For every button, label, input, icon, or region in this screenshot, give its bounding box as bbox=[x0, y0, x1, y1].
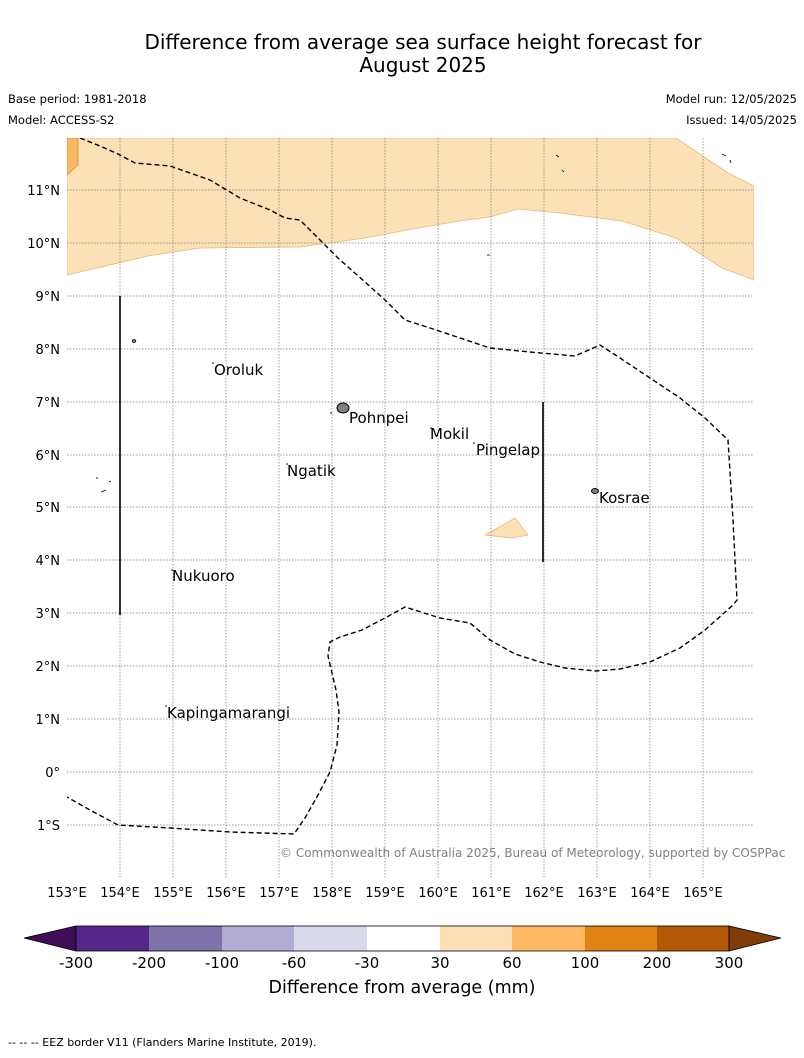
colorbar-extend-high bbox=[728, 925, 782, 952]
pohnpei-island bbox=[336, 402, 350, 414]
anomaly-patch-60-100 bbox=[67, 138, 79, 176]
lon-label-164e: 164°E bbox=[630, 886, 670, 901]
colorbar-swatch-3 bbox=[222, 926, 294, 951]
lat-label-1s: 1°S bbox=[37, 819, 60, 834]
base-period: Base period: 1981-2018 bbox=[8, 92, 147, 106]
islet-pingelap bbox=[473, 442, 475, 444]
lat-label-6n: 6°N bbox=[36, 449, 61, 464]
eez-border bbox=[67, 138, 738, 835]
colorbar-swatch-7 bbox=[512, 926, 585, 951]
place-label-kosrae: Kosrae bbox=[599, 489, 650, 507]
lon-label-153e: 153°E bbox=[47, 886, 87, 901]
place-label-mokil: Mokil bbox=[430, 425, 469, 443]
copyright-notice: © Commonwealth of Australia 2025, Bureau… bbox=[280, 846, 786, 860]
colorbar-tick-3: -100 bbox=[205, 954, 239, 972]
islet-oroluk bbox=[212, 362, 214, 364]
islet-kapingamarangi bbox=[165, 705, 167, 707]
model-run: Model run: 12/05/2025 bbox=[665, 92, 797, 106]
lat-label-1n: 1°N bbox=[36, 713, 61, 728]
map-title: Difference from average sea surface heig… bbox=[0, 31, 804, 77]
lon-label-162e: 162°E bbox=[524, 886, 564, 901]
colorbar-swatch-2 bbox=[149, 926, 222, 951]
islands bbox=[96, 153, 732, 707]
lon-label-157e: 157°E bbox=[259, 886, 299, 901]
colorbar-swatch-9 bbox=[657, 926, 729, 951]
colorbar-outline bbox=[75, 925, 730, 952]
lat-label-7n: 7°N bbox=[36, 396, 61, 411]
lat-label-2n: 2°N bbox=[36, 660, 61, 675]
anomaly-band-30-60-north bbox=[67, 138, 754, 281]
colorbar-tick-1: -300 bbox=[59, 954, 93, 972]
lon-label-159e: 159°E bbox=[365, 886, 405, 901]
kosrae-island bbox=[591, 488, 599, 494]
lat-label-10n: 10°N bbox=[27, 237, 60, 252]
lon-label-155e: 155°E bbox=[153, 886, 193, 901]
colorbar-tick-10: 300 bbox=[715, 954, 744, 972]
colorbar-tick-7: 60 bbox=[502, 954, 521, 972]
islet-west bbox=[131, 338, 137, 343]
colorbar-swatch-8 bbox=[585, 926, 657, 951]
lat-label-5n: 5°N bbox=[36, 501, 61, 516]
title-line-1: Difference from average sea surface heig… bbox=[144, 30, 702, 54]
lon-label-154e: 154°E bbox=[100, 886, 140, 901]
issued-date: Issued: 14/05/2025 bbox=[686, 113, 797, 127]
colorbar-swatch-5 bbox=[367, 926, 440, 951]
model-name: Model: ACCESS-S2 bbox=[8, 113, 115, 127]
lat-label-4n: 4°N bbox=[36, 554, 61, 569]
islet-ngatik bbox=[286, 463, 288, 465]
place-label-ngatik: Ngatik bbox=[287, 462, 336, 480]
lon-label-156e: 156°E bbox=[206, 886, 246, 901]
lon-label-165e: 165°E bbox=[683, 886, 723, 901]
place-labels: Oroluk Pohnpei Mokil Pingelap Ngatik Kos… bbox=[167, 361, 650, 722]
islet-nw-b bbox=[100, 480, 112, 493]
colorbar-ticks: -300 -200 -100 -60 -30 30 60 100 200 300 bbox=[59, 954, 743, 972]
colorbar-tick-6: 30 bbox=[430, 954, 449, 972]
islet-nukuoro bbox=[171, 569, 173, 571]
lat-label-11n: 11°N bbox=[27, 184, 60, 199]
islet-pohnpei-west bbox=[330, 412, 332, 414]
colorbar-title: Difference from average (mm) bbox=[268, 978, 536, 998]
lon-label-158e: 158°E bbox=[312, 886, 352, 901]
colorbar-extend-low bbox=[23, 925, 77, 952]
footer-note: -- -- -- EEZ border V11 (Flanders Marine… bbox=[8, 1036, 317, 1049]
place-label-nukuoro: Nukuoro bbox=[172, 567, 235, 585]
lon-labels: 153°E 154°E 155°E 156°E 157°E 158°E 159°… bbox=[47, 886, 723, 901]
colorbar-tick-5: -30 bbox=[355, 954, 380, 972]
colorbar: -300 -200 -100 -60 -30 30 60 100 200 300 bbox=[23, 925, 782, 972]
title-line-2: August 2025 bbox=[359, 53, 487, 77]
lat-label-9n: 9°N bbox=[36, 290, 61, 305]
colorbar-tick-4: -60 bbox=[282, 954, 307, 972]
lon-label-161e: 161°E bbox=[471, 886, 511, 901]
colorbar-tick-8: 100 bbox=[571, 954, 600, 972]
place-label-kapingamarangi: Kapingamarangi bbox=[167, 704, 290, 722]
place-label-pingelap: Pingelap bbox=[476, 441, 540, 459]
lon-label-160e: 160°E bbox=[418, 886, 458, 901]
islet-ne-b bbox=[721, 153, 732, 164]
anomaly-patch-30-60-south bbox=[483, 517, 529, 539]
place-label-pohnpei: Pohnpei bbox=[349, 409, 409, 427]
lon-label-163e: 163°E bbox=[577, 886, 617, 901]
colorbar-swatch-4 bbox=[294, 926, 367, 951]
lat-label-8n: 8°N bbox=[36, 343, 61, 358]
colorbar-swatch-6 bbox=[440, 926, 512, 951]
map-area: Oroluk Pohnpei Mokil Pingelap Ngatik Kos… bbox=[67, 138, 754, 878]
colorbar-tick-9: 200 bbox=[643, 954, 672, 972]
islet-ne-a bbox=[555, 154, 565, 173]
colorbar-swatch-1 bbox=[76, 926, 149, 951]
islet-nw-a bbox=[96, 477, 98, 479]
islet-mokil bbox=[430, 427, 432, 429]
place-label-oroluk: Oroluk bbox=[214, 361, 263, 379]
colorbar-tick-2: -200 bbox=[132, 954, 166, 972]
lat-label-3n: 3°N bbox=[36, 607, 61, 622]
lat-labels: 11°N 10°N 9°N 8°N 7°N 6°N 5°N 4°N 3°N 2°… bbox=[27, 184, 60, 834]
lat-label-0: 0° bbox=[45, 766, 60, 781]
